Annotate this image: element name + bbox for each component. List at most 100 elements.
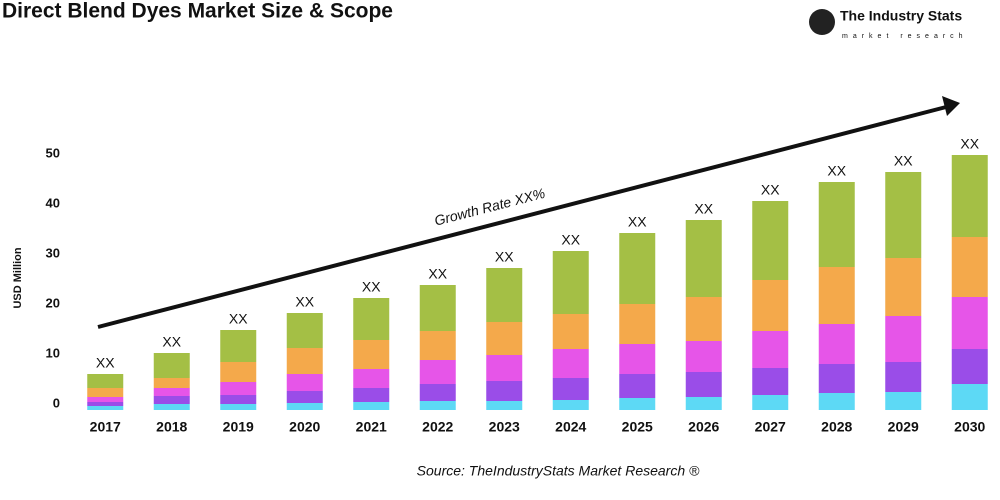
- bar-segment: [87, 397, 124, 402]
- bar-segment: [220, 395, 257, 404]
- value-label: XX: [96, 355, 115, 371]
- bar-segment: [951, 237, 988, 297]
- bar-segment: [552, 400, 589, 410]
- bar-segment: [87, 402, 124, 406]
- bar-segment: [552, 349, 589, 378]
- bar-segment: [685, 220, 722, 297]
- value-label: XX: [894, 153, 913, 169]
- bar-segment: [286, 403, 323, 410]
- bar-segment: [419, 384, 456, 401]
- bar-segment: [818, 364, 855, 393]
- bar-segment: [951, 297, 988, 349]
- bar-segment: [752, 368, 789, 395]
- x-tick-label: 2029: [888, 419, 919, 435]
- logo-icon: [809, 9, 835, 35]
- bar-segment: [552, 251, 589, 314]
- bar-segment: [153, 396, 190, 404]
- bar-segment: [818, 267, 855, 324]
- bar-segment: [153, 404, 190, 410]
- bar-segment: [286, 374, 323, 391]
- bar-segment: [885, 362, 922, 392]
- bar-segment: [752, 280, 789, 331]
- logo-tagline: market research: [842, 33, 968, 40]
- bar-segment: [951, 349, 988, 384]
- bar-segment: [685, 397, 722, 410]
- bar-segment: [286, 313, 323, 348]
- bar-segment: [818, 324, 855, 364]
- bar-segment: [419, 360, 456, 384]
- bar-segment: [885, 392, 922, 410]
- value-label: XX: [295, 294, 314, 310]
- value-label: XX: [628, 214, 647, 230]
- source: Source: TheIndustryStats Market Research…: [417, 463, 700, 479]
- x-tick-label: 2028: [821, 419, 852, 435]
- bar-segment: [220, 330, 257, 362]
- bar-segment: [486, 381, 523, 401]
- y-tick-label: 0: [53, 395, 60, 410]
- bar-segment: [752, 395, 789, 410]
- bar-segment: [153, 353, 190, 378]
- bar-segment: [87, 388, 124, 397]
- bar-segment: [486, 401, 523, 410]
- bar-segment: [552, 378, 589, 400]
- bar-segment: [752, 201, 789, 280]
- page-title: Direct Blend Dyes Market Size & Scope: [2, 0, 393, 23]
- y-tick-label: 10: [46, 345, 60, 360]
- bar-segment: [353, 388, 390, 402]
- bar-segment: [818, 182, 855, 267]
- bar-segment: [951, 384, 988, 410]
- x-tick-label: 2020: [289, 419, 320, 435]
- bar-segment: [286, 391, 323, 403]
- bar-segment: [419, 331, 456, 360]
- logo: The Industry Stats market research: [809, 8, 968, 40]
- bar-segment: [353, 340, 390, 369]
- x-tick-label: 2027: [755, 419, 786, 435]
- value-label: XX: [827, 163, 846, 179]
- logo-name: The Industry Stats: [840, 8, 962, 24]
- arrow-head: [942, 96, 960, 116]
- bar-segment: [87, 406, 124, 410]
- value-label: XX: [428, 266, 447, 282]
- x-tick-label: 2025: [622, 419, 653, 435]
- bar-segment: [220, 382, 257, 395]
- bar-segment: [619, 398, 656, 410]
- x-tick-label: 2022: [422, 419, 453, 435]
- growth-arrow: [97, 104, 951, 329]
- bar-segment: [220, 404, 257, 410]
- growth-annotation: Growth Rate XX%: [433, 185, 547, 229]
- x-tick-label: 2017: [90, 419, 121, 435]
- value-label: XX: [561, 232, 580, 248]
- y-axis-label: USD Million: [12, 247, 24, 308]
- value-label: XX: [761, 182, 780, 198]
- bar-segment: [486, 355, 523, 381]
- bar-segment: [87, 374, 124, 388]
- x-tick-label: 2026: [688, 419, 719, 435]
- bar-segment: [153, 388, 190, 396]
- bar-segment: [885, 316, 922, 362]
- bar-segment: [885, 258, 922, 316]
- bar-segment: [486, 322, 523, 355]
- bar-segment: [951, 155, 988, 237]
- x-tick-label: 2021: [356, 419, 387, 435]
- bar-segment: [752, 331, 789, 368]
- bar-segment: [153, 378, 190, 388]
- y-tick-label: 50: [46, 145, 60, 160]
- value-label: XX: [495, 249, 514, 265]
- bar-segment: [619, 233, 656, 304]
- bar-segment: [353, 402, 390, 410]
- x-tick-label: 2019: [223, 419, 254, 435]
- x-tick-label: 2030: [954, 419, 985, 435]
- bar-segment: [419, 285, 456, 331]
- bar-segment: [818, 393, 855, 410]
- bar-segment: [885, 172, 922, 258]
- y-tick-label: 40: [46, 195, 60, 210]
- value-label: XX: [229, 311, 248, 327]
- value-label: XX: [362, 279, 381, 295]
- bar-segment: [619, 344, 656, 374]
- y-tick-label: 30: [46, 245, 60, 260]
- bar-segment: [619, 304, 656, 344]
- y-tick-label: 20: [46, 295, 60, 310]
- bar-segment: [286, 348, 323, 374]
- bar-segment: [619, 374, 656, 398]
- value-label: XX: [694, 201, 713, 217]
